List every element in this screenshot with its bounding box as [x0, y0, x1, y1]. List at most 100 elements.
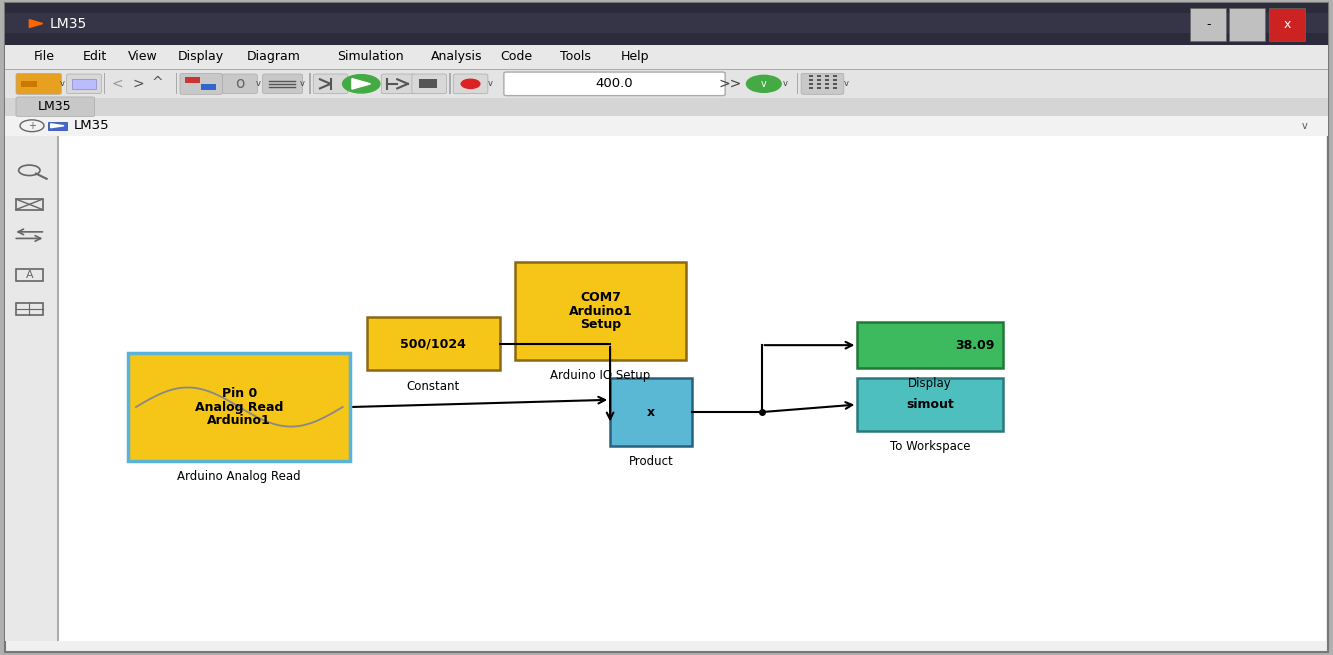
Bar	[833, 87, 837, 89]
Text: Tools: Tools	[560, 50, 591, 64]
Bar	[367, 318, 500, 371]
Text: -: -	[1206, 18, 1210, 31]
Text: Help: Help	[621, 50, 649, 64]
Text: Setup: Setup	[580, 318, 621, 331]
Text: LM35: LM35	[73, 119, 109, 132]
Bar	[201, 84, 216, 90]
Bar	[21, 81, 37, 87]
Bar	[16, 303, 43, 315]
Text: Arduino1: Arduino1	[208, 413, 271, 426]
Circle shape	[343, 75, 380, 93]
Text: ^: ^	[152, 76, 163, 90]
Bar	[809, 83, 813, 85]
Circle shape	[746, 75, 781, 92]
Bar	[857, 378, 1002, 431]
Text: Arduino IO Setup: Arduino IO Setup	[551, 369, 651, 383]
Text: Simulation: Simulation	[337, 50, 404, 64]
FancyBboxPatch shape	[313, 74, 348, 94]
Polygon shape	[51, 124, 64, 128]
Text: x: x	[648, 405, 656, 419]
Text: Display: Display	[177, 50, 224, 64]
Bar	[128, 353, 351, 461]
Circle shape	[461, 79, 480, 88]
Bar	[809, 75, 813, 77]
Text: COM7: COM7	[580, 291, 621, 305]
Bar	[611, 378, 693, 446]
Bar	[1190, 8, 1226, 41]
Bar	[833, 79, 837, 81]
Text: Constant: Constant	[407, 380, 460, 392]
Bar	[176, 73, 177, 94]
Bar	[857, 322, 1002, 368]
Bar	[825, 79, 829, 81]
Bar	[1269, 8, 1305, 41]
Text: Arduino Analog Read: Arduino Analog Read	[177, 470, 301, 483]
Bar	[833, 83, 837, 85]
Bar	[817, 79, 821, 81]
FancyBboxPatch shape	[16, 73, 61, 94]
Text: v: v	[60, 79, 65, 88]
Bar	[5, 98, 1328, 116]
Bar	[817, 75, 821, 77]
Text: File: File	[33, 50, 55, 64]
Text: v: v	[1302, 121, 1308, 131]
Bar	[809, 79, 813, 81]
Text: >>: >>	[718, 77, 742, 91]
Bar	[309, 73, 311, 94]
Text: o: o	[235, 77, 245, 91]
Text: <: <	[112, 77, 123, 91]
Text: +: +	[28, 121, 36, 131]
Text: Analysis: Analysis	[431, 50, 483, 64]
Text: A: A	[25, 270, 33, 280]
FancyBboxPatch shape	[801, 73, 844, 94]
Bar	[1229, 8, 1265, 41]
Text: v: v	[844, 79, 849, 88]
Bar	[797, 73, 798, 94]
Bar	[5, 69, 1328, 70]
Text: To Workspace: To Workspace	[890, 440, 970, 453]
Bar	[825, 75, 829, 77]
Polygon shape	[352, 79, 371, 89]
Bar	[825, 87, 829, 89]
Bar	[5, 3, 1328, 45]
FancyBboxPatch shape	[16, 97, 95, 117]
Bar	[817, 87, 821, 89]
FancyBboxPatch shape	[223, 74, 257, 94]
Text: v: v	[782, 79, 788, 88]
Bar	[825, 83, 829, 85]
Text: View: View	[128, 50, 157, 64]
Bar	[5, 116, 1328, 136]
Text: Product: Product	[629, 455, 673, 468]
Text: v: v	[300, 79, 305, 88]
FancyBboxPatch shape	[504, 72, 725, 96]
Bar	[449, 73, 451, 94]
Text: 38.09: 38.09	[954, 339, 994, 352]
Text: >: >	[133, 77, 144, 91]
Bar	[16, 199, 43, 210]
Bar	[185, 77, 200, 83]
Text: 400.0: 400.0	[596, 77, 633, 90]
Bar	[48, 122, 67, 130]
Text: Edit: Edit	[83, 50, 107, 64]
FancyBboxPatch shape	[263, 74, 303, 94]
Text: v: v	[256, 79, 261, 88]
FancyBboxPatch shape	[67, 74, 101, 94]
Bar	[104, 73, 105, 94]
Text: v: v	[488, 79, 493, 88]
Bar	[5, 70, 1328, 98]
Bar	[72, 79, 96, 89]
Bar	[515, 262, 686, 360]
Bar	[5, 136, 59, 641]
Text: v: v	[761, 79, 766, 89]
Bar	[5, 13, 1328, 33]
Text: 500/1024: 500/1024	[400, 337, 467, 350]
Bar	[833, 75, 837, 77]
Text: LM35: LM35	[49, 16, 87, 31]
Bar	[59, 136, 1326, 641]
Text: simout: simout	[906, 398, 954, 411]
FancyBboxPatch shape	[453, 74, 488, 94]
Bar	[817, 83, 821, 85]
FancyBboxPatch shape	[412, 74, 447, 94]
Text: Display: Display	[908, 377, 952, 390]
Bar	[16, 269, 43, 281]
